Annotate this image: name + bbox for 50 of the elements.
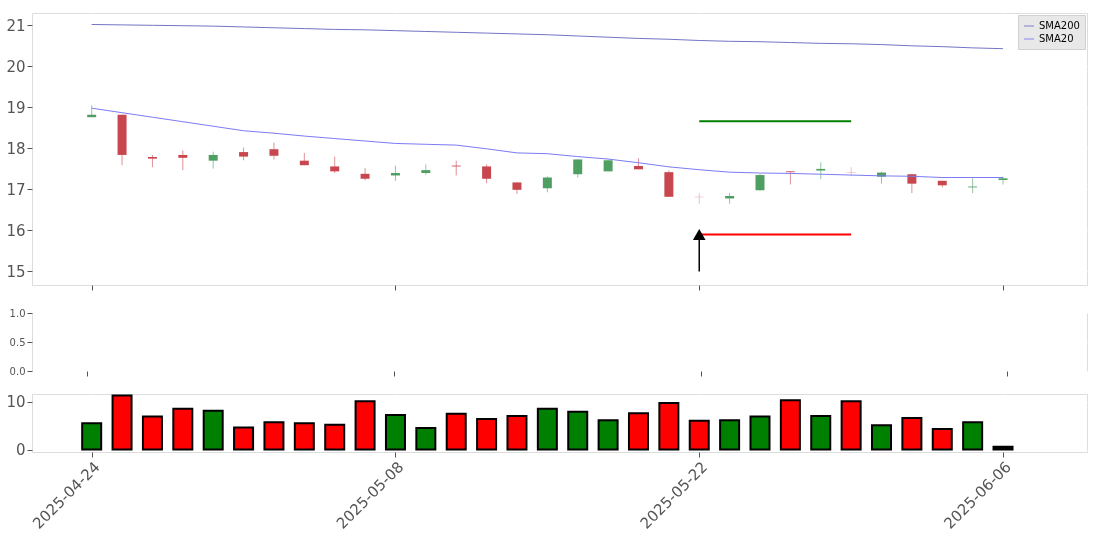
bar: [992, 445, 1014, 451]
y-tick-label: 20: [6, 57, 26, 76]
bar: [536, 407, 558, 451]
bar: [962, 421, 984, 451]
y-tick-label: 18: [6, 139, 26, 158]
bar: [172, 407, 194, 451]
y-tick-label: 17: [6, 180, 26, 199]
bar: [719, 419, 741, 451]
bar: [688, 419, 710, 451]
bar: [506, 415, 528, 451]
bar: [354, 400, 376, 451]
y-tick-label: 19: [6, 98, 26, 117]
candlestick: [998, 176, 1008, 185]
y-tick-label: 16: [6, 221, 26, 240]
bar: [141, 415, 163, 451]
bar: [293, 422, 315, 451]
line-series: [91, 23, 1004, 50]
bar: [111, 394, 133, 451]
bar: [202, 409, 224, 451]
bar: [627, 412, 649, 451]
legend-label: SMA200: [1039, 20, 1080, 31]
bar: [233, 426, 255, 451]
bar: [779, 399, 801, 451]
bar: [840, 400, 862, 451]
bar: [810, 415, 832, 451]
candlestick: [846, 166, 856, 177]
y-tick-label: 1.0: [9, 307, 26, 319]
y-tick-label: 21: [6, 16, 26, 35]
bar: [415, 427, 437, 451]
candlestick: [360, 167, 370, 181]
bar: [658, 402, 680, 451]
legend-label: SMA20: [1039, 33, 1074, 44]
bar: [871, 424, 893, 451]
y-tick-label: 15: [6, 262, 26, 281]
bar: [384, 414, 406, 451]
bar: [597, 419, 619, 451]
bar: [263, 421, 285, 451]
bar: [901, 416, 923, 451]
bar: [931, 427, 953, 451]
bar: [324, 423, 346, 451]
bar: [567, 410, 589, 451]
bar: [81, 422, 103, 451]
bar: [749, 415, 771, 451]
candlestick: [269, 142, 279, 160]
y-tick-label: 0.0: [9, 365, 26, 377]
bar: [476, 417, 498, 451]
y-tick-label: 0: [15, 441, 26, 460]
y-tick-label: 0.5: [9, 336, 26, 348]
y-tick-label: 10: [6, 393, 26, 412]
bar: [445, 412, 467, 451]
